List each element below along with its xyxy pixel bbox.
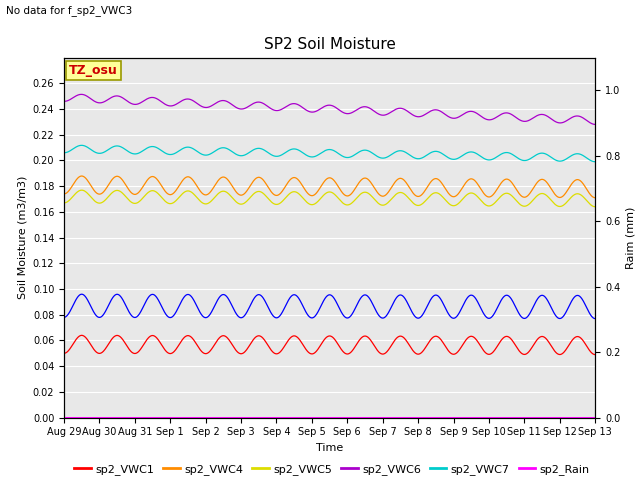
sp2_VWC4	[482, 192, 490, 198]
sp2_VWC6	[179, 97, 186, 103]
sp2_VWC6	[591, 121, 599, 127]
sp2_VWC6	[60, 98, 68, 104]
sp2_VWC1	[591, 352, 599, 358]
sp2_VWC2	[412, 314, 420, 320]
sp2_VWC5	[412, 202, 420, 208]
sp2_VWC5	[179, 191, 186, 196]
sp2_VWC7	[60, 150, 68, 156]
Y-axis label: Soil Moisture (m3/m3): Soil Moisture (m3/m3)	[17, 176, 27, 300]
sp2_Rain	[481, 415, 489, 420]
sp2_VWC6	[412, 114, 420, 120]
Line: sp2_VWC4: sp2_VWC4	[64, 176, 595, 198]
sp2_VWC5	[529, 198, 536, 204]
sp2_VWC5	[166, 201, 173, 206]
sp2_Rain	[528, 415, 536, 420]
sp2_VWC2	[529, 306, 536, 312]
sp2_VWC1	[78, 333, 86, 338]
sp2_VWC7	[482, 156, 490, 162]
sp2_VWC6	[529, 116, 536, 121]
sp2_VWC7	[238, 153, 246, 158]
sp2_Rain	[165, 415, 173, 420]
Line: sp2_VWC7: sp2_VWC7	[64, 145, 595, 162]
sp2_VWC2	[60, 314, 68, 320]
Title: SP2 Soil Moisture: SP2 Soil Moisture	[264, 37, 396, 52]
Y-axis label: Raim (mm): Raim (mm)	[626, 206, 636, 269]
sp2_VWC2	[591, 316, 599, 322]
sp2_VWC4	[529, 187, 536, 192]
sp2_VWC7	[166, 152, 173, 157]
sp2_VWC6	[482, 116, 490, 122]
sp2_VWC2	[238, 315, 246, 321]
sp2_VWC5	[60, 200, 68, 206]
sp2_VWC2	[179, 297, 186, 302]
sp2_VWC5	[238, 201, 246, 207]
sp2_VWC1	[238, 351, 246, 357]
sp2_Rain	[591, 415, 599, 420]
sp2_VWC1	[166, 350, 173, 356]
sp2_VWC4	[179, 178, 186, 183]
Line: sp2_VWC5: sp2_VWC5	[64, 190, 595, 207]
sp2_VWC2	[78, 291, 86, 297]
sp2_VWC1	[412, 351, 420, 357]
sp2_VWC1	[529, 344, 536, 349]
sp2_VWC6	[166, 103, 173, 109]
X-axis label: Time: Time	[316, 443, 343, 453]
sp2_VWC7	[412, 156, 420, 161]
Line: sp2_VWC6: sp2_VWC6	[64, 95, 595, 124]
sp2_VWC5	[482, 202, 490, 208]
sp2_VWC4	[166, 192, 173, 197]
sp2_VWC1	[179, 336, 186, 342]
sp2_VWC4	[412, 193, 420, 199]
Legend: sp2_VWC1, sp2_VWC2, sp2_VWC4, sp2_VWC5, sp2_VWC6, sp2_VWC7, sp2_Rain: sp2_VWC1, sp2_VWC2, sp2_VWC4, sp2_VWC5, …	[70, 459, 595, 480]
sp2_Rain	[60, 415, 68, 420]
sp2_VWC7	[591, 159, 599, 165]
sp2_VWC4	[60, 191, 68, 197]
sp2_VWC5	[78, 187, 86, 193]
sp2_VWC6	[77, 92, 85, 97]
Text: No data for f_sp2_VWC3: No data for f_sp2_VWC3	[6, 5, 132, 16]
sp2_VWC5	[591, 204, 599, 210]
sp2_VWC2	[166, 314, 173, 320]
sp2_VWC6	[238, 106, 246, 112]
sp2_VWC4	[78, 173, 86, 179]
sp2_Rain	[237, 415, 245, 420]
Line: sp2_VWC1: sp2_VWC1	[64, 336, 595, 355]
sp2_VWC4	[591, 195, 599, 201]
Text: TZ_osu: TZ_osu	[69, 64, 118, 77]
sp2_VWC1	[60, 350, 68, 356]
sp2_VWC7	[78, 143, 86, 148]
Line: sp2_VWC2: sp2_VWC2	[64, 294, 595, 319]
sp2_VWC7	[179, 146, 186, 152]
sp2_VWC7	[529, 155, 536, 160]
sp2_VWC1	[482, 350, 490, 356]
sp2_VWC4	[238, 192, 246, 198]
sp2_Rain	[179, 415, 186, 420]
sp2_Rain	[412, 415, 420, 420]
sp2_VWC2	[482, 313, 490, 319]
